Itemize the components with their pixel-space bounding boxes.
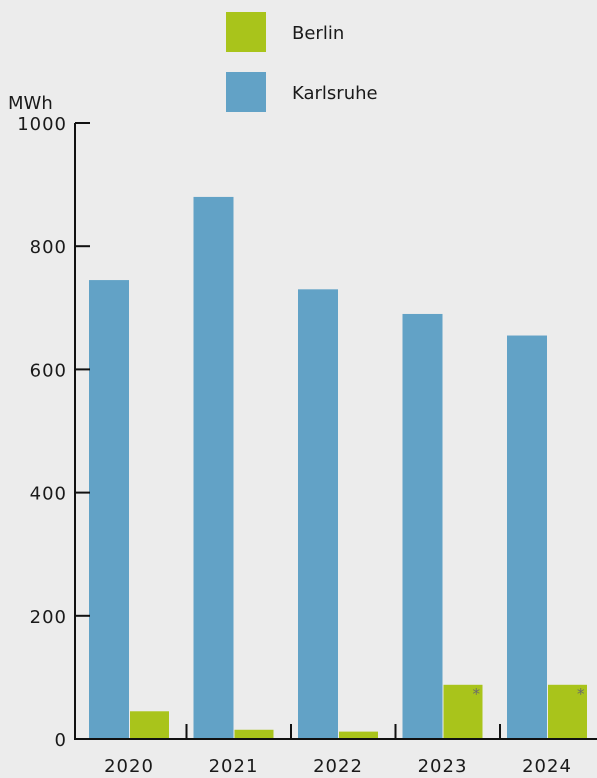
axes-layer: 0 200 400 600 800 1000 <box>17 114 597 751</box>
x-tick-label-2024: 2024 <box>522 756 572 777</box>
y-tick-label-600: 600 <box>30 360 67 381</box>
bar-karlsruhe-2023 <box>402 313 443 739</box>
y-tick-label-400: 400 <box>30 484 67 505</box>
bar-berlin-2021 <box>234 729 274 739</box>
x-tick-label-2022: 2022 <box>313 756 363 777</box>
legend-swatch-karlsruhe <box>226 72 266 112</box>
bar-karlsruhe-2022 <box>298 289 338 739</box>
bar-karlsruhe-2020 <box>89 280 129 739</box>
bar-berlin-2023 <box>443 684 483 739</box>
y-tick-label-200: 200 <box>30 607 67 628</box>
bar-berlin-2024 <box>548 684 587 739</box>
x-tick-label-2020: 2020 <box>104 756 154 777</box>
note-mark-berlin-2023: * <box>473 685 481 703</box>
bar-berlin-2020 <box>130 711 169 739</box>
legend-label-berlin: Berlin <box>292 23 344 44</box>
y-axis-unit: MWh <box>8 93 53 114</box>
x-tick-label-2021: 2021 <box>209 756 259 777</box>
note-mark-berlin-2024: * <box>577 685 585 703</box>
y-tick-label-800: 800 <box>30 237 67 258</box>
legend-swatch-berlin <box>226 12 266 52</box>
legend-label-karlsruhe: Karlsruhe <box>292 83 378 104</box>
y-tick-label-0: 0 <box>55 730 67 751</box>
bar-karlsruhe-2021 <box>193 196 234 740</box>
bar-karlsruhe-2024 <box>507 335 547 739</box>
x-tick-label-2023: 2023 <box>418 756 468 777</box>
y-tick-label-1000: 1000 <box>17 114 67 135</box>
bar-berlin-2022 <box>339 731 378 739</box>
legend: Berlin Karlsruhe <box>226 12 378 112</box>
bars-layer: 2020 2021 2022 * 2023 * 2024 <box>89 196 587 777</box>
